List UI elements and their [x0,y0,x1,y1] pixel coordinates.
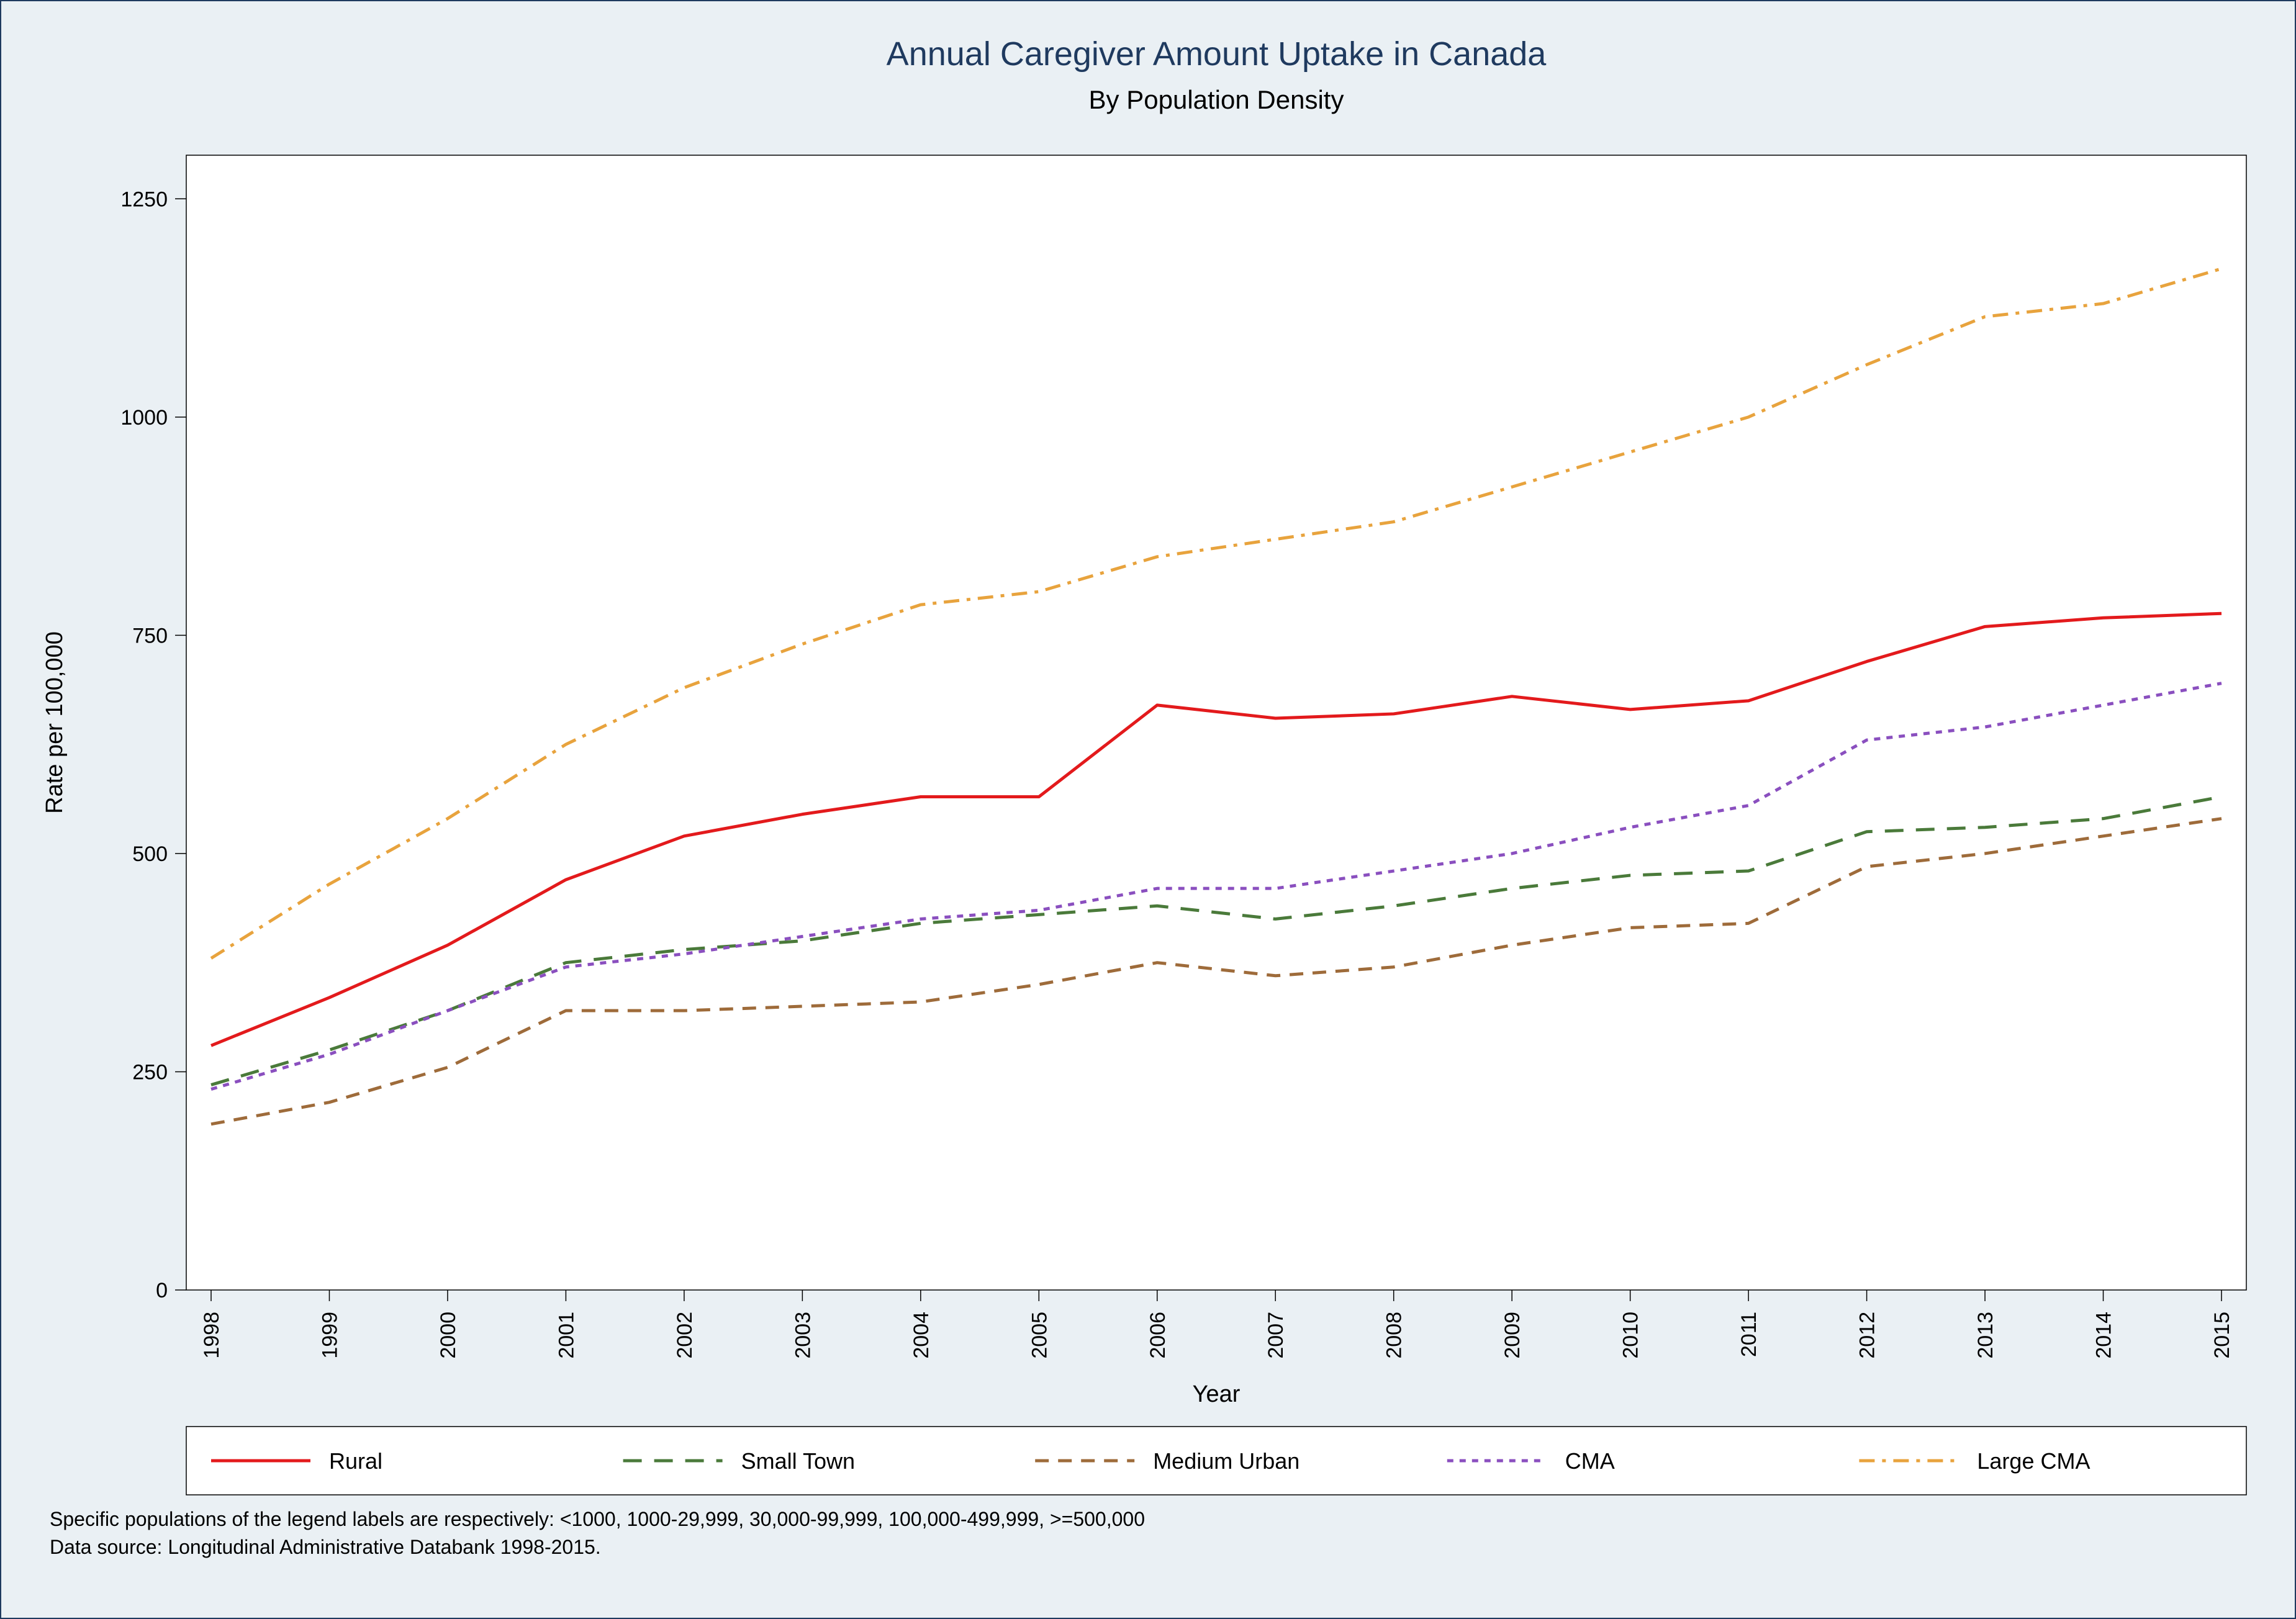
footnote-line: Data source: Longitudinal Administrative… [50,1536,601,1558]
x-tick-label: 2009 [1501,1312,1524,1359]
chart-container: Annual Caregiver Amount Uptake in Canada… [0,0,2296,1619]
line-chart: Annual Caregiver Amount Uptake in Canada… [0,0,2296,1619]
y-tick-label: 750 [132,624,168,647]
x-axis-label: Year [1193,1381,1241,1407]
x-tick-label: 1999 [318,1312,341,1359]
chart-subtitle: By Population Density [1089,85,1344,114]
x-tick-label: 2005 [1028,1312,1051,1359]
x-tick-label: 2015 [2210,1312,2234,1359]
x-tick-label: 2001 [554,1312,578,1359]
legend-label: Medium Urban [1153,1448,1299,1474]
legend-label: CMA [1565,1448,1615,1474]
x-tick-label: 2000 [436,1312,460,1359]
legend-label: Small Town [741,1448,855,1474]
y-tick-label: 250 [132,1060,168,1084]
x-tick-label: 2010 [1619,1312,1643,1359]
y-axis-label: Rate per 100,000 [42,631,68,814]
footnote-line: Specific populations of the legend label… [50,1508,1145,1530]
x-tick-label: 2008 [1383,1312,1406,1359]
x-tick-label: 2007 [1264,1312,1288,1359]
x-tick-label: 2011 [1737,1312,1761,1357]
x-tick-label: 2014 [2092,1312,2116,1359]
y-tick-label: 1000 [120,406,168,430]
y-tick-label: 500 [132,842,168,866]
legend-label: Rural [329,1448,382,1474]
x-tick-label: 1998 [200,1312,224,1359]
x-tick-label: 2012 [1856,1312,1879,1359]
x-tick-label: 2003 [791,1312,815,1359]
x-tick-label: 2002 [673,1312,697,1359]
x-tick-label: 2013 [1974,1312,1997,1359]
legend-label: Large CMA [1977,1448,2090,1474]
x-tick-label: 2006 [1146,1312,1170,1359]
chart-title: Annual Caregiver Amount Uptake in Canada [887,35,1547,73]
y-tick-label: 0 [156,1279,168,1302]
y-tick-label: 1250 [120,187,168,211]
x-tick-label: 2004 [910,1312,933,1359]
